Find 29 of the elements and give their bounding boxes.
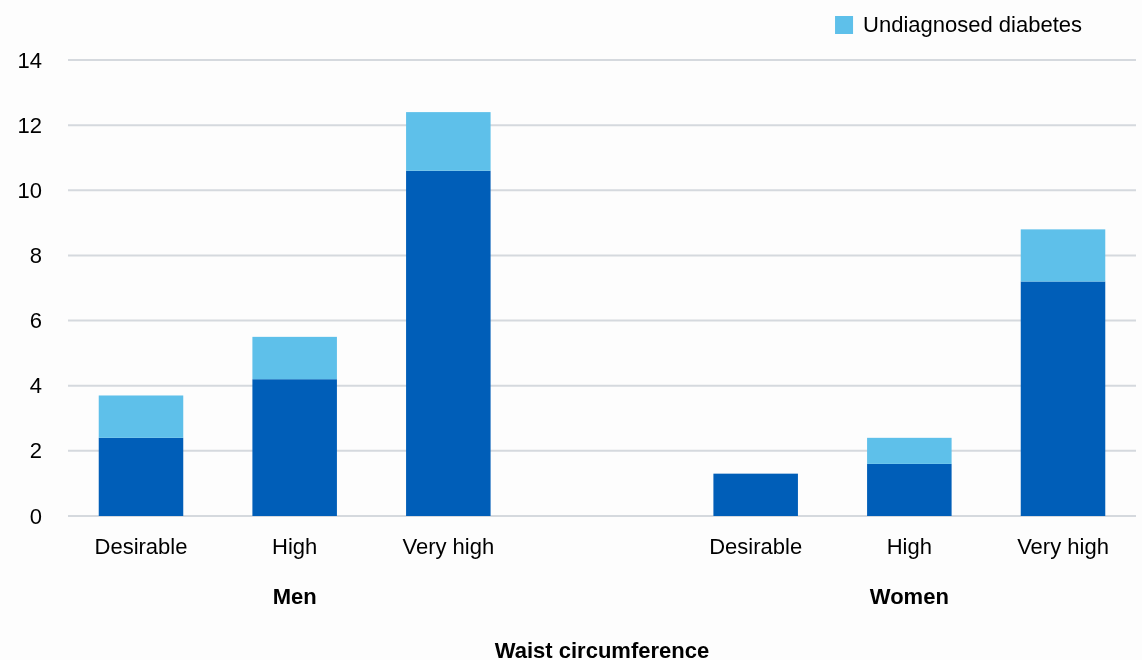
bar: [867, 437, 952, 464]
bar: [252, 336, 337, 380]
bar: [98, 437, 184, 516]
y-tick-label: 12: [17, 112, 42, 138]
x-tick-label: Desirable: [709, 533, 803, 559]
y-tick-label: 0: [29, 503, 42, 529]
y-tick-label: 8: [29, 242, 42, 268]
y-tick-label: 10: [17, 177, 42, 203]
x-tick-label: Very high: [402, 533, 495, 559]
bar: [713, 473, 798, 516]
bar: [1020, 229, 1106, 282]
x-tick-label: High: [886, 533, 932, 559]
x-tick-label: High: [272, 533, 318, 559]
bar: [1020, 281, 1106, 516]
text: Women: [869, 584, 949, 609]
text: Men: [272, 584, 317, 609]
bar: [406, 112, 491, 171]
y-tick-label: 6: [29, 308, 42, 334]
bar: [406, 170, 491, 516]
y-tick-label: 2: [29, 438, 42, 464]
x-tick-label: Very high: [1017, 533, 1109, 559]
bar: [867, 463, 952, 516]
bar: [98, 395, 184, 438]
y-tick-label: 14: [17, 47, 42, 73]
legend-label: Undiagnosed diabetes: [863, 12, 1082, 37]
x-tick-label: Desirable: [94, 533, 188, 559]
y-tick-label: 4: [29, 373, 42, 399]
x-axis-title: Waist circumference: [494, 638, 710, 660]
bar: [252, 379, 337, 516]
